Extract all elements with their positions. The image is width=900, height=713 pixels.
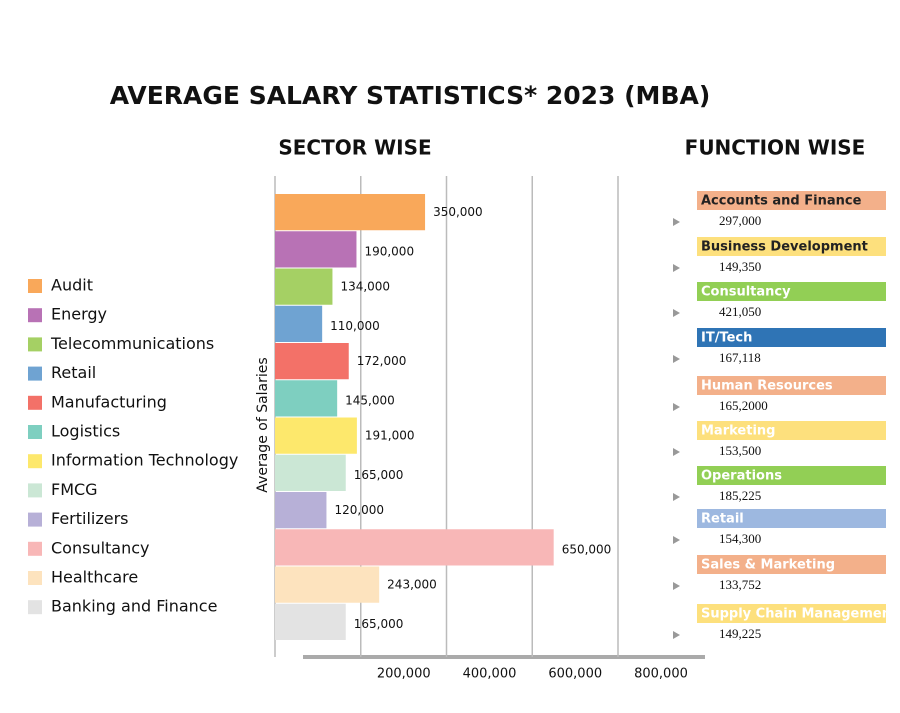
function-header xyxy=(697,237,886,256)
function-value: 149,225 xyxy=(719,626,761,641)
function-label: Retail xyxy=(701,512,744,527)
function-label: Consultancy xyxy=(701,285,791,300)
function-value: 167,118 xyxy=(719,350,761,365)
function-label: IT/Tech xyxy=(701,331,752,346)
legend-swatch xyxy=(28,512,42,527)
legend-swatch xyxy=(28,395,42,410)
legend-label: Audit xyxy=(51,276,93,295)
legend-label: Retail xyxy=(51,363,96,382)
x-tick-label: 600,000 xyxy=(548,667,602,682)
legend-swatch xyxy=(28,483,42,498)
legend-swatch xyxy=(28,425,42,439)
legend-swatch xyxy=(28,279,42,293)
value-label: 191,000 xyxy=(365,429,415,443)
x-tick-label: 200,000 xyxy=(377,667,431,682)
value-label: 350,000 xyxy=(433,205,483,219)
value-label: 190,000 xyxy=(364,244,414,258)
legend-label: Banking and Finance xyxy=(51,597,217,616)
function-header xyxy=(697,466,886,485)
bar xyxy=(275,268,333,305)
bar xyxy=(275,454,346,491)
bar xyxy=(275,231,357,268)
legend-label: FMCG xyxy=(51,480,98,499)
function-label: Supply Chain Management xyxy=(701,607,897,622)
legend-label: Energy xyxy=(51,305,107,324)
legend-label: Healthcare xyxy=(51,568,138,587)
bar xyxy=(275,566,380,603)
y-axis-label: Average of Salaries xyxy=(255,357,271,492)
function-header xyxy=(697,421,886,440)
function-header xyxy=(697,509,886,528)
bar xyxy=(275,380,338,417)
marker xyxy=(673,264,680,272)
bar xyxy=(275,417,357,454)
function-value: 149,350 xyxy=(719,259,761,274)
x-tick-label: 800,000 xyxy=(634,667,688,682)
legend-label: Consultancy xyxy=(51,538,150,557)
legend-swatch xyxy=(28,541,42,556)
bar xyxy=(275,305,323,342)
legend-label: Information Technology xyxy=(51,451,238,470)
function-label: Human Resources xyxy=(701,379,833,394)
bar xyxy=(275,492,327,529)
value-label: 172,000 xyxy=(357,354,407,368)
legend-label: Fertilizers xyxy=(51,509,129,528)
bar xyxy=(275,343,349,380)
legend-swatch xyxy=(28,308,42,323)
value-label: 145,000 xyxy=(345,393,395,407)
function-value: 154,300 xyxy=(719,531,761,546)
value-label: 120,000 xyxy=(334,503,384,517)
marker xyxy=(673,355,680,363)
marker xyxy=(673,536,680,544)
value-label: 243,000 xyxy=(387,578,437,592)
legend-label: Manufacturing xyxy=(51,392,167,411)
bar xyxy=(275,603,346,640)
function-label: Marketing xyxy=(701,424,775,439)
marker xyxy=(673,309,680,317)
function-header xyxy=(697,555,886,574)
legend-label: Telecommunications xyxy=(50,334,214,353)
value-label: 650,000 xyxy=(562,542,612,556)
marker xyxy=(673,403,680,411)
function-label: Sales & Marketing xyxy=(701,558,835,573)
value-label: 110,000 xyxy=(330,319,380,333)
function-header xyxy=(697,282,886,301)
function-value: 421,050 xyxy=(719,304,761,319)
marker xyxy=(673,448,680,456)
function-header xyxy=(697,328,886,347)
function-value: 153,500 xyxy=(719,443,761,458)
legend-swatch xyxy=(28,571,42,585)
legend-swatch xyxy=(28,337,42,352)
value-label: 165,000 xyxy=(354,617,404,631)
bar xyxy=(275,529,554,566)
function-value: 165,2000 xyxy=(719,398,768,413)
legend-label: Logistics xyxy=(51,422,120,441)
legend-swatch xyxy=(28,454,42,469)
marker xyxy=(673,582,680,590)
function-value: 133,752 xyxy=(719,577,761,592)
marker xyxy=(673,493,680,501)
legend-swatch xyxy=(28,366,42,381)
value-label: 165,000 xyxy=(354,468,404,482)
legend-swatch xyxy=(28,600,42,615)
function-value: 185,225 xyxy=(719,488,761,503)
marker xyxy=(673,218,680,226)
value-label: 134,000 xyxy=(340,280,390,294)
function-label: Business Development xyxy=(701,240,868,255)
function-header xyxy=(697,376,886,395)
bar xyxy=(275,194,426,231)
function-header xyxy=(697,604,886,623)
function-label: Accounts and Finance xyxy=(701,194,862,209)
page-title: AVERAGE SALARY STATISTICS* 2023 (MBA) xyxy=(110,81,711,110)
section-title: FUNCTION WISE xyxy=(685,136,866,160)
function-label: Operations xyxy=(701,469,782,484)
function-header xyxy=(697,191,886,210)
chart-title: SECTOR WISE xyxy=(278,136,431,160)
x-tick-label: 400,000 xyxy=(463,667,517,682)
function-value: 297,000 xyxy=(719,213,761,228)
marker xyxy=(673,631,680,639)
